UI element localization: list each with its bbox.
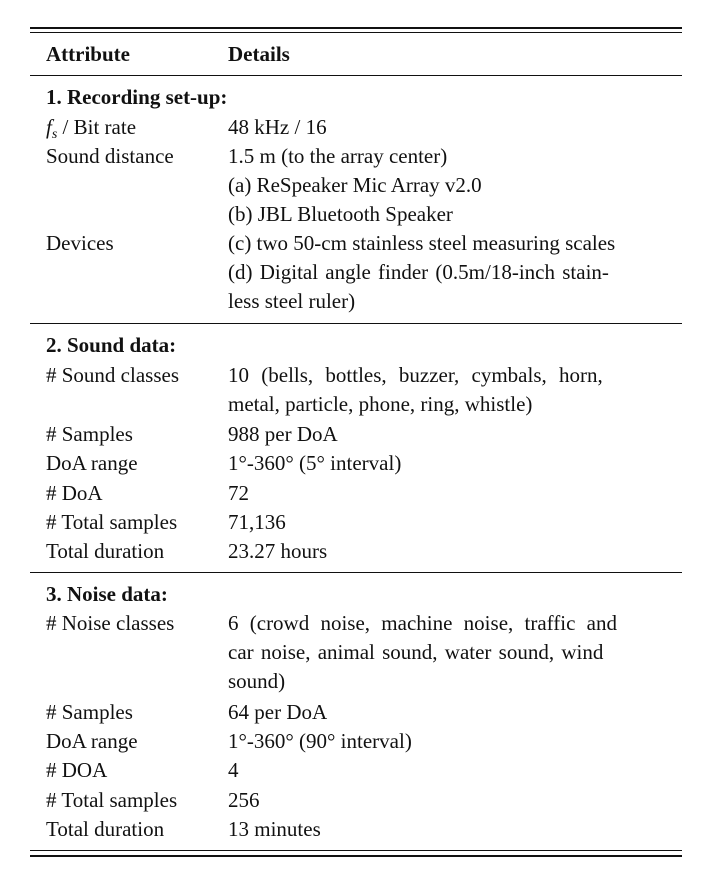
row-attribute: # Sound classes bbox=[46, 363, 179, 387]
header-rule bbox=[30, 75, 682, 76]
detail-line: 4 bbox=[228, 758, 239, 782]
detail-line: (d) Digital angle finder (0.5m/18-inch s… bbox=[228, 260, 609, 284]
detail-line: 13 minutes bbox=[228, 817, 321, 841]
row-attribute: Total duration bbox=[46, 817, 165, 841]
row-details: 13 minutes bbox=[228, 815, 666, 844]
row-details: 256 bbox=[228, 786, 666, 815]
detail-line: 6 (crowd noise, machine noise, traffic a… bbox=[228, 611, 617, 635]
detail-line: 71,136 bbox=[228, 510, 286, 534]
detail-line: (a) ReSpeaker Mic Array v2.0 bbox=[228, 173, 482, 197]
section-title: 2. Sound data: bbox=[46, 333, 177, 357]
bottom-rule bbox=[30, 855, 682, 857]
row-details: 4 bbox=[228, 756, 666, 785]
row-attribute: DoA range bbox=[46, 451, 138, 475]
row-attribute: # Total samples bbox=[46, 510, 178, 534]
row-attribute: # Samples bbox=[46, 700, 133, 724]
row-attribute: Total duration bbox=[46, 539, 165, 563]
row-attribute: # DOA bbox=[46, 758, 108, 782]
row-attribute: # Total samples bbox=[46, 788, 178, 812]
row-details: 72 bbox=[228, 479, 666, 508]
detail-line: 64 per DoA bbox=[228, 700, 328, 724]
detail-line: (b) JBL Bluetooth Speaker bbox=[228, 202, 453, 226]
header-details: Details bbox=[228, 42, 290, 66]
detail-line: 256 bbox=[228, 788, 260, 812]
row-details: 10 (bells, bottles, buzzer, cymbals, hor… bbox=[228, 361, 666, 419]
section-rule bbox=[30, 323, 682, 324]
row-details: 988 per DoA bbox=[228, 420, 666, 449]
detail-line: metal, particle, phone, ring, whistle) bbox=[228, 392, 533, 416]
detail-line: 23.27 hours bbox=[228, 539, 328, 563]
row-details: 23.27 hours bbox=[228, 537, 666, 566]
fs-symbol: f bbox=[46, 115, 52, 139]
header-attribute: Attribute bbox=[46, 42, 130, 66]
section-title: 3. Noise data: bbox=[46, 582, 168, 606]
detail-line: 1°-360° (5° interval) bbox=[228, 451, 402, 475]
fs-subscript: s bbox=[51, 127, 58, 142]
detail-line: 1.5 m (to the array center) bbox=[228, 144, 448, 168]
row-details: 48 kHz / 16 bbox=[228, 113, 666, 142]
row-details: 71,136 bbox=[228, 508, 666, 537]
row-details: 1°-360° (5° interval) bbox=[228, 449, 666, 478]
row-details: 1.5 m (to the array center) bbox=[228, 142, 666, 171]
row-attribute: fs / Bit rate bbox=[46, 113, 136, 149]
row-attribute: Sound distance bbox=[46, 144, 174, 168]
detail-line: (c) two 50-cm stainless steel measuring … bbox=[228, 231, 616, 255]
row-details: 64 per DoA bbox=[228, 698, 666, 727]
detail-line: sound) bbox=[228, 669, 286, 693]
row-details: 1°-360° (90° interval) bbox=[228, 727, 666, 756]
bottom-rule-inner bbox=[30, 850, 682, 851]
row-attribute-text: / Bit rate bbox=[62, 115, 137, 139]
section-title: 1. Recording set-up: bbox=[46, 85, 228, 109]
row-attribute: Devices bbox=[46, 231, 114, 255]
detail-line: car noise, animal sound, water sound, wi… bbox=[228, 640, 604, 664]
row-details: 6 (crowd noise, machine noise, traffic a… bbox=[228, 609, 666, 696]
detail-line: 72 bbox=[228, 481, 249, 505]
detail-line: 1°-360° (90° interval) bbox=[228, 729, 412, 753]
row-attribute: # Samples bbox=[46, 422, 133, 446]
top-rule-inner bbox=[30, 32, 682, 33]
detail-line: less steel ruler) bbox=[228, 289, 356, 313]
row-attribute: DoA range bbox=[46, 729, 138, 753]
detail-line: 988 per DoA bbox=[228, 422, 338, 446]
section-rule bbox=[30, 572, 682, 573]
row-attribute: # DoA bbox=[46, 481, 103, 505]
detail-line: 48 kHz / 16 bbox=[228, 115, 327, 139]
row-details: (a) ReSpeaker Mic Array v2.0 (b) JBL Blu… bbox=[228, 171, 666, 316]
row-attribute: # Noise classes bbox=[46, 611, 175, 635]
top-rule bbox=[30, 27, 682, 29]
detail-line: 10 (bells, bottles, buzzer, cymbals, hor… bbox=[228, 363, 603, 387]
